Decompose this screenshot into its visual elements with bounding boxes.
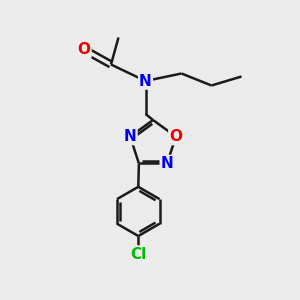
Text: O: O — [169, 129, 182, 144]
Text: O: O — [77, 42, 91, 57]
Text: N: N — [161, 156, 173, 171]
Text: N: N — [124, 129, 136, 144]
Text: N: N — [139, 74, 152, 88]
Text: Cl: Cl — [130, 247, 146, 262]
